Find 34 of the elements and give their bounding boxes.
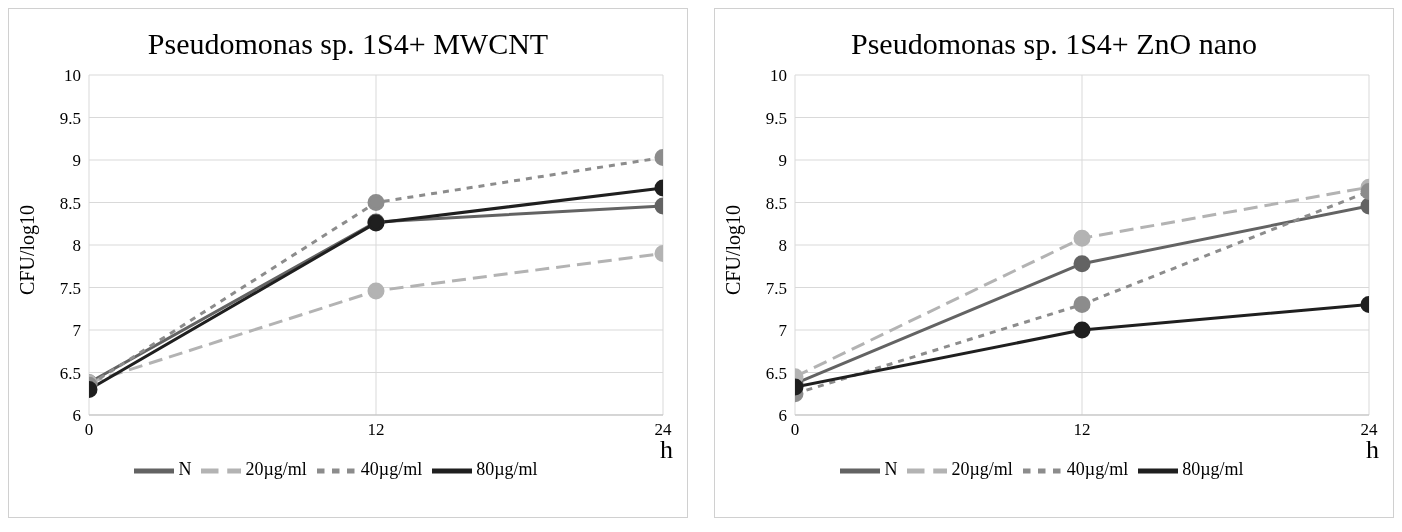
y-tick-label: 7 — [72, 321, 82, 341]
y-tick-label: 7.5 — [765, 278, 787, 298]
legend-label: 20µg/ml — [951, 459, 1013, 480]
x-tick-label: 12 — [1073, 420, 1091, 440]
y-axis-title: CFU/log10 — [16, 204, 40, 295]
y-tick-label: 9.5 — [765, 108, 787, 128]
y-tick-label: 9.5 — [59, 108, 81, 128]
legend-label: 80µg/ml — [476, 459, 538, 480]
legend-label: N — [884, 459, 898, 480]
x-tick-label: 0 — [84, 420, 94, 440]
legend-label: 20µg/ml — [245, 459, 307, 480]
y-tick-label: 10 — [770, 66, 787, 86]
y-tick-label: 8 — [72, 236, 81, 256]
chart-title: Pseudomonas sp. 1S4+ MWCNT — [146, 27, 550, 61]
y-tick-label: 7 — [778, 321, 788, 341]
y-tick-label: 6.5 — [765, 363, 787, 383]
legend-label: 40µg/ml — [1066, 459, 1129, 480]
legend-label: 80µg/ml — [1182, 459, 1244, 480]
x-tick-label: 0 — [790, 420, 800, 440]
chart-title: Pseudomonas sp. 1S4+ ZnO nano — [849, 27, 1259, 61]
y-tick-label: 8.5 — [59, 193, 81, 213]
y-tick-label: 9 — [72, 151, 81, 171]
legend-label: 40µg/ml — [360, 459, 423, 480]
y-tick-label: 7.5 — [59, 278, 81, 298]
x-tick-label: 12 — [367, 420, 385, 440]
y-tick-label: 6.5 — [59, 363, 81, 383]
y-tick-label: 8.5 — [765, 193, 787, 213]
y-tick-label: 6 — [72, 406, 81, 426]
y-tick-label: 8 — [778, 236, 787, 256]
y-tick-label: 9 — [778, 151, 787, 171]
legend-label: N — [178, 459, 192, 480]
y-tick-label: 10 — [64, 66, 81, 86]
y-tick-label: 6 — [778, 406, 787, 426]
y-axis-title: CFU/log10 — [722, 204, 746, 295]
